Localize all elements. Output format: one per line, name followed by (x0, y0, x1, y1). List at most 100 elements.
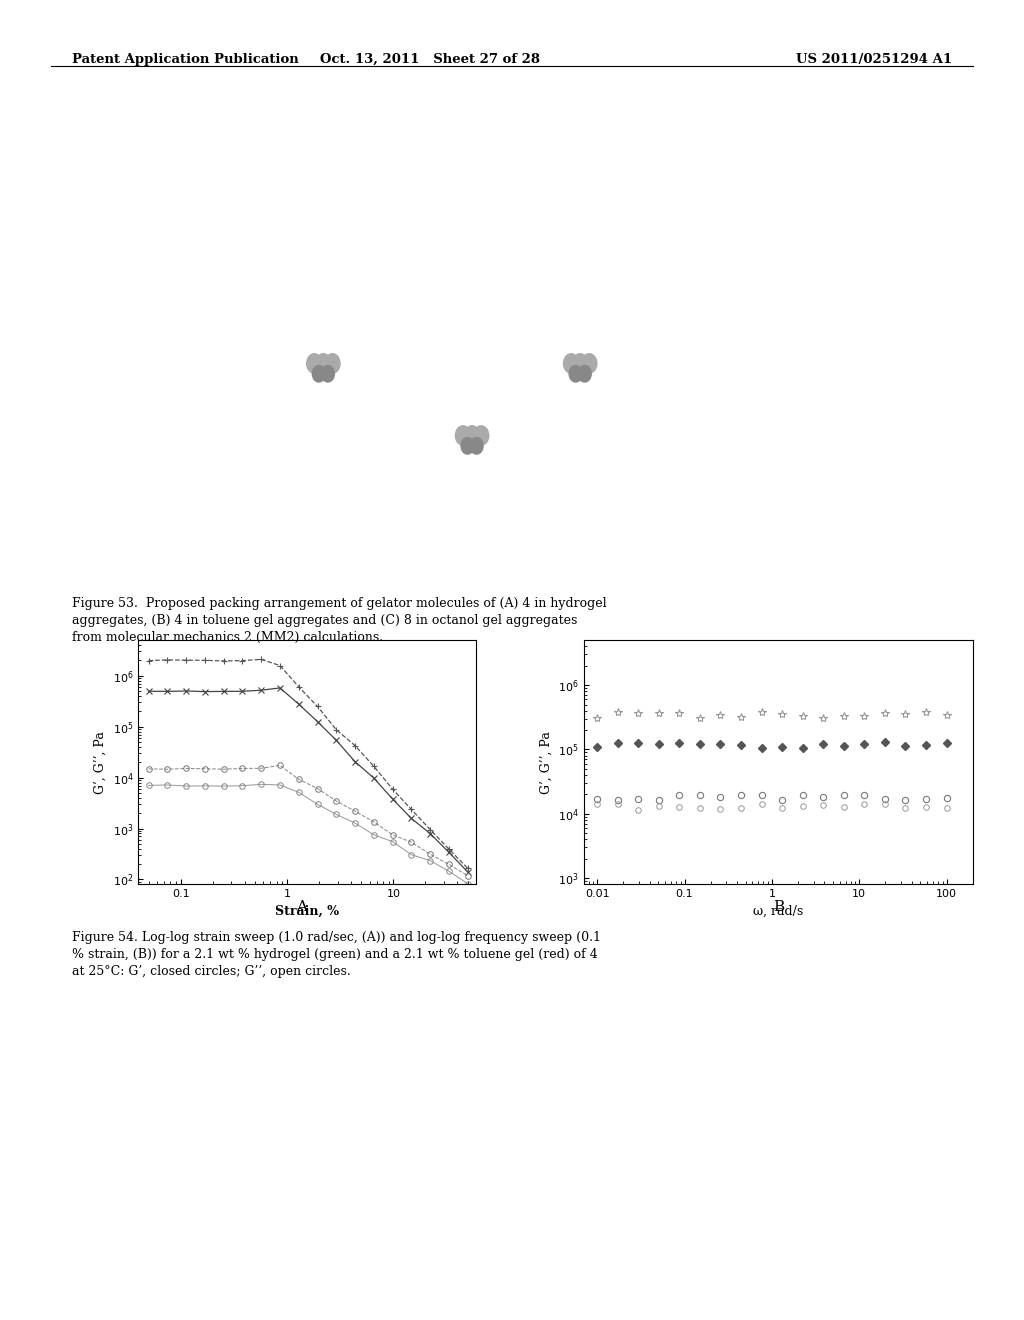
Text: Figure 53.  Proposed packing arrangement of gelator molecules of (A) 4 in hydrog: Figure 53. Proposed packing arrangement … (72, 597, 606, 644)
Circle shape (441, 502, 453, 516)
Circle shape (492, 532, 503, 546)
Circle shape (493, 444, 504, 458)
Circle shape (455, 474, 466, 488)
Circle shape (442, 474, 454, 488)
Circle shape (492, 502, 503, 516)
Circle shape (529, 502, 541, 516)
Circle shape (517, 532, 528, 546)
Circle shape (325, 354, 340, 374)
Circle shape (391, 444, 403, 458)
Circle shape (479, 532, 490, 546)
Circle shape (479, 444, 492, 458)
Circle shape (570, 342, 583, 356)
Circle shape (403, 532, 415, 546)
Circle shape (582, 354, 597, 374)
Circle shape (558, 342, 569, 356)
Circle shape (416, 502, 427, 516)
Circle shape (358, 371, 370, 385)
Circle shape (442, 444, 454, 458)
Circle shape (493, 413, 504, 428)
Circle shape (307, 342, 319, 356)
Circle shape (416, 532, 427, 546)
Text: US 2011/0251294 A1: US 2011/0251294 A1 (797, 53, 952, 66)
Circle shape (307, 371, 319, 385)
Circle shape (428, 502, 440, 516)
Text: Oct. 13, 2011   Sheet 27 of 28: Oct. 13, 2011 Sheet 27 of 28 (321, 53, 540, 66)
Circle shape (517, 413, 529, 428)
Circle shape (390, 502, 402, 516)
Circle shape (322, 366, 335, 381)
Circle shape (312, 366, 326, 381)
Circle shape (295, 342, 307, 356)
Circle shape (543, 413, 555, 428)
Text: Patent Application Publication: Patent Application Publication (72, 53, 298, 66)
Text: C: C (495, 401, 502, 412)
Circle shape (530, 413, 542, 428)
Text: B: B (536, 333, 543, 343)
Circle shape (465, 426, 479, 445)
Circle shape (558, 371, 569, 385)
Circle shape (321, 371, 332, 385)
Circle shape (367, 444, 378, 458)
Circle shape (532, 342, 545, 356)
Circle shape (479, 502, 490, 516)
Circle shape (378, 502, 389, 516)
Circle shape (353, 444, 366, 458)
Circle shape (446, 342, 458, 356)
Circle shape (358, 342, 370, 356)
Circle shape (366, 532, 377, 546)
Circle shape (634, 371, 645, 385)
Circle shape (417, 413, 428, 428)
Circle shape (429, 413, 441, 428)
Circle shape (584, 342, 595, 356)
Circle shape (570, 371, 583, 385)
Circle shape (421, 342, 433, 356)
Circle shape (543, 444, 555, 458)
Circle shape (542, 502, 554, 516)
Circle shape (442, 413, 454, 428)
Circle shape (455, 444, 466, 458)
Circle shape (473, 426, 488, 445)
Circle shape (428, 532, 440, 546)
Circle shape (321, 342, 332, 356)
Circle shape (546, 342, 557, 356)
Circle shape (466, 532, 478, 546)
Circle shape (479, 474, 492, 488)
Circle shape (307, 354, 322, 374)
Circle shape (505, 413, 517, 428)
Circle shape (517, 474, 529, 488)
Circle shape (391, 413, 403, 428)
Circle shape (505, 444, 517, 458)
Circle shape (543, 474, 555, 488)
Circle shape (520, 342, 532, 356)
Circle shape (456, 426, 471, 445)
Circle shape (454, 502, 465, 516)
Circle shape (379, 474, 390, 488)
Circle shape (646, 342, 658, 356)
X-axis label: ω, rad/s: ω, rad/s (753, 904, 804, 917)
Circle shape (505, 474, 517, 488)
Circle shape (446, 371, 458, 385)
Circle shape (404, 474, 416, 488)
Circle shape (608, 371, 621, 385)
X-axis label: Strain, %: Strain, % (275, 904, 339, 917)
Circle shape (315, 354, 331, 374)
Circle shape (383, 342, 395, 356)
Circle shape (596, 342, 607, 356)
Circle shape (379, 413, 390, 428)
Circle shape (352, 532, 365, 546)
Circle shape (546, 371, 557, 385)
Circle shape (466, 502, 478, 516)
Circle shape (467, 413, 479, 428)
Circle shape (367, 413, 378, 428)
Circle shape (434, 342, 445, 356)
Circle shape (441, 532, 453, 546)
Circle shape (396, 371, 408, 385)
Circle shape (455, 413, 466, 428)
Circle shape (295, 371, 307, 385)
Circle shape (409, 342, 420, 356)
Circle shape (340, 532, 352, 546)
Circle shape (345, 342, 357, 356)
Circle shape (579, 366, 591, 381)
Circle shape (417, 474, 428, 488)
